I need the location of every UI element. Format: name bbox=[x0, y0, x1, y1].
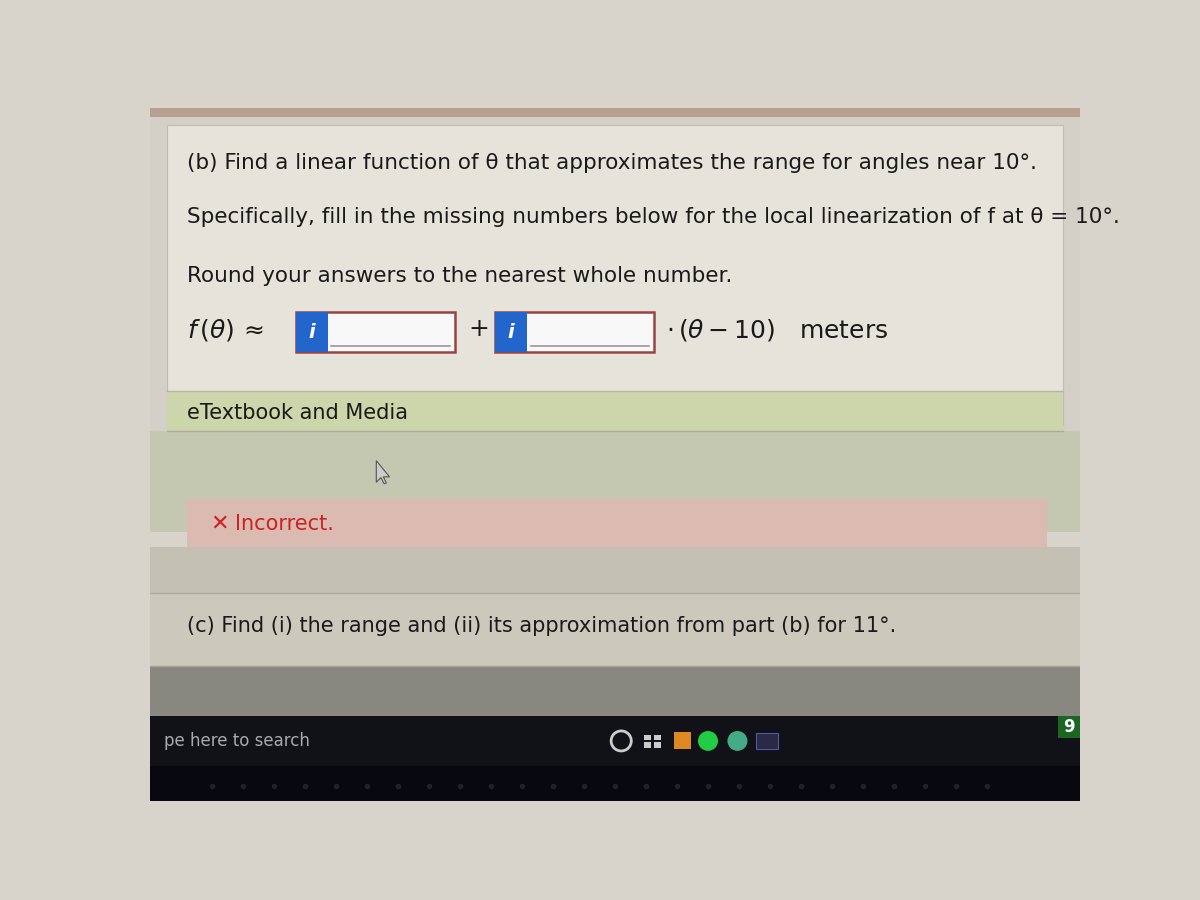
Text: 9: 9 bbox=[1063, 718, 1075, 736]
Text: $f\,(\theta)\,\approx$: $f\,(\theta)\,\approx$ bbox=[187, 318, 264, 344]
FancyBboxPatch shape bbox=[150, 108, 1080, 117]
FancyBboxPatch shape bbox=[644, 742, 652, 748]
FancyBboxPatch shape bbox=[150, 547, 1080, 608]
Text: pe here to search: pe here to search bbox=[164, 732, 310, 750]
FancyBboxPatch shape bbox=[644, 734, 652, 740]
Text: i: i bbox=[308, 322, 316, 342]
Text: ✕: ✕ bbox=[210, 514, 229, 534]
FancyBboxPatch shape bbox=[150, 117, 1080, 510]
Text: Incorrect.: Incorrect. bbox=[235, 514, 334, 534]
FancyBboxPatch shape bbox=[150, 767, 1080, 801]
Circle shape bbox=[698, 732, 718, 751]
FancyBboxPatch shape bbox=[654, 734, 661, 740]
Text: (c) Find (i) the range and (ii) its approximation from part (b) for 11°.: (c) Find (i) the range and (ii) its appr… bbox=[187, 616, 896, 636]
FancyBboxPatch shape bbox=[150, 431, 1080, 532]
Text: eTextbook and Media: eTextbook and Media bbox=[187, 403, 408, 423]
Text: Round your answers to the nearest whole number.: Round your answers to the nearest whole … bbox=[187, 266, 732, 286]
FancyBboxPatch shape bbox=[295, 312, 329, 352]
Text: +: + bbox=[468, 318, 490, 341]
FancyBboxPatch shape bbox=[756, 734, 778, 749]
FancyBboxPatch shape bbox=[187, 500, 1048, 547]
FancyBboxPatch shape bbox=[150, 593, 1080, 666]
Text: Specifically, fill in the missing numbers below for the local linearization of f: Specifically, fill in the missing number… bbox=[187, 207, 1120, 227]
FancyBboxPatch shape bbox=[295, 312, 455, 352]
FancyBboxPatch shape bbox=[654, 742, 661, 748]
Text: i: i bbox=[508, 322, 515, 342]
Polygon shape bbox=[377, 461, 390, 484]
FancyBboxPatch shape bbox=[150, 716, 1080, 767]
FancyBboxPatch shape bbox=[494, 312, 654, 352]
Text: $\cdot\,(\theta - 10)$   meters: $\cdot\,(\theta - 10)$ meters bbox=[666, 318, 888, 344]
FancyBboxPatch shape bbox=[494, 312, 528, 352]
FancyBboxPatch shape bbox=[674, 733, 691, 750]
Circle shape bbox=[728, 732, 746, 751]
FancyBboxPatch shape bbox=[1058, 716, 1080, 738]
Text: (b) Find a linear function of θ that approximates the range for angles near 10°.: (b) Find a linear function of θ that app… bbox=[187, 153, 1037, 173]
FancyBboxPatch shape bbox=[167, 125, 1063, 425]
FancyBboxPatch shape bbox=[167, 392, 1063, 431]
FancyBboxPatch shape bbox=[150, 666, 1080, 735]
